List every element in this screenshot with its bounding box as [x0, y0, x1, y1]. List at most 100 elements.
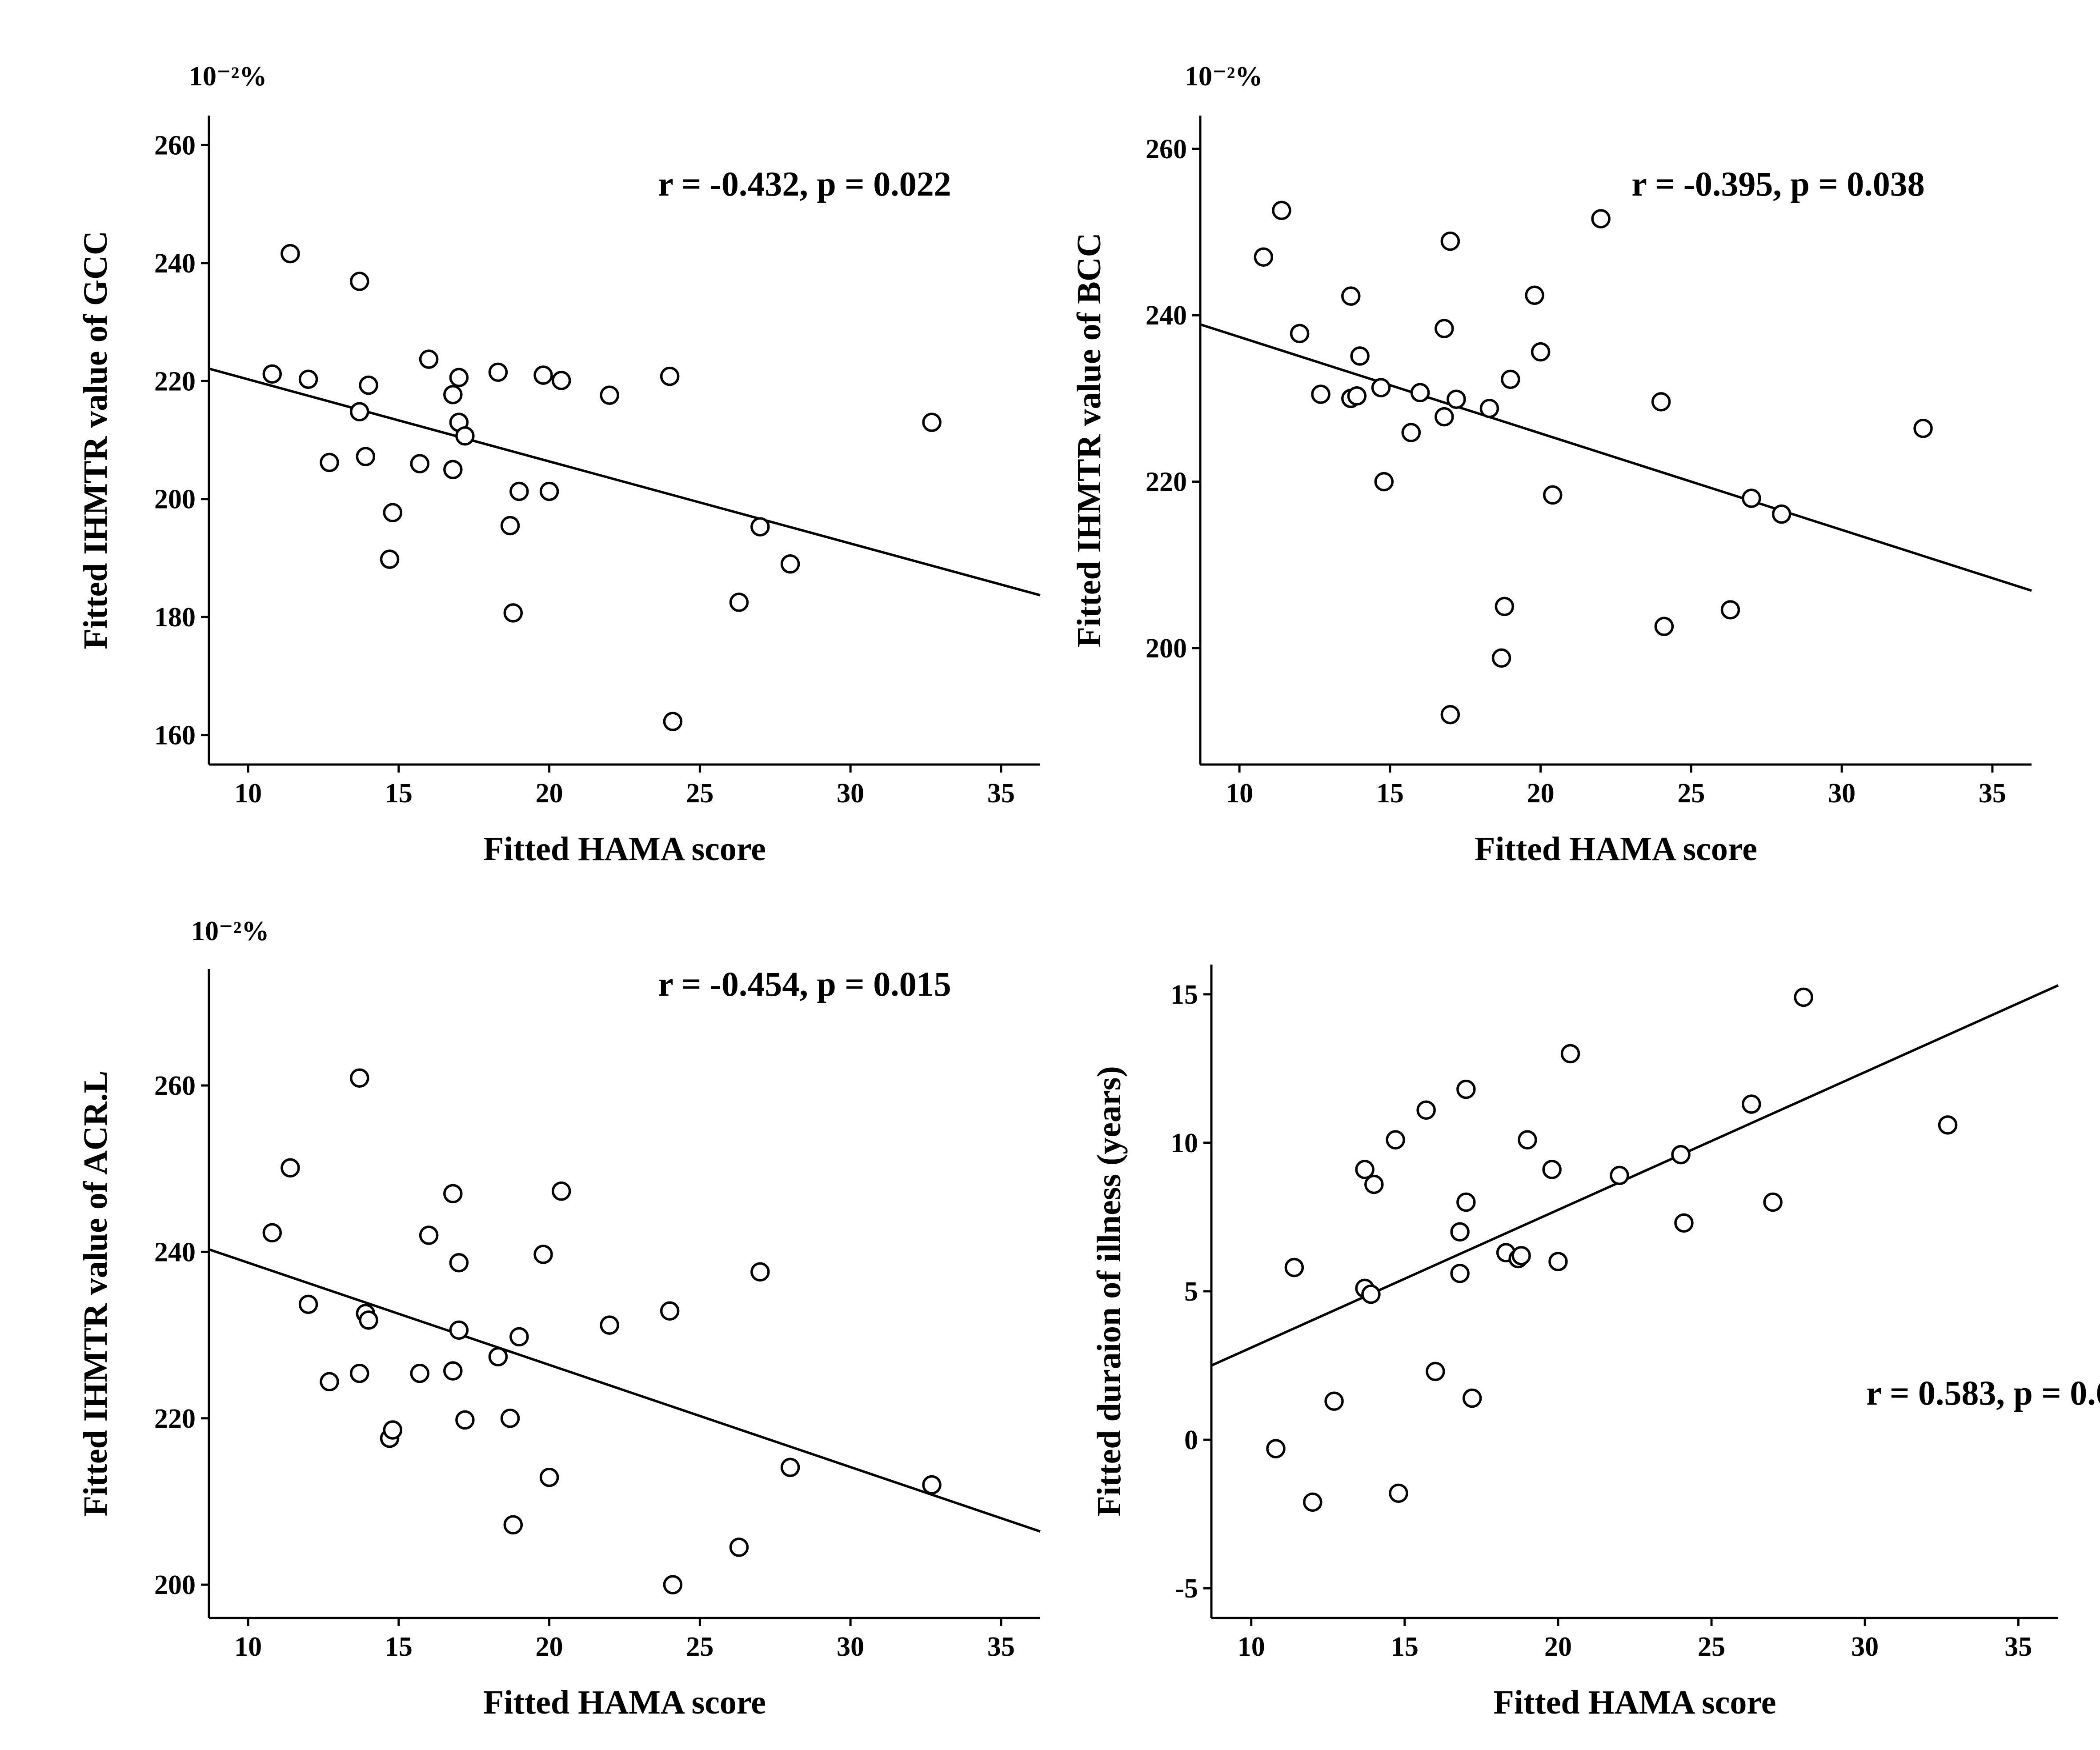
- data-point: [281, 1158, 300, 1178]
- axes: 10 15 20 25 30 35 200 220 240 260: [154, 969, 1040, 1662]
- y-tick-label: 10: [1170, 1128, 1198, 1158]
- data-point: [1290, 324, 1310, 344]
- data-point: [449, 1320, 469, 1340]
- data-point: [350, 402, 369, 422]
- x-tick-label: 30: [837, 1632, 864, 1662]
- data-point: [410, 1363, 430, 1383]
- fit-line-group: [208, 367, 1041, 597]
- x-tick-label: 35: [1979, 778, 2006, 809]
- data-point: [1913, 419, 1933, 438]
- data-point: [1435, 407, 1454, 427]
- data-point: [1671, 1145, 1691, 1165]
- data-point: [1386, 1130, 1405, 1149]
- x-tick-label: 25: [1677, 778, 1705, 809]
- data-point: [509, 481, 529, 501]
- data-point: [503, 603, 523, 623]
- data-point: [1560, 1044, 1580, 1064]
- y-tick-label: 0: [1184, 1425, 1198, 1455]
- data-point: [383, 1420, 403, 1440]
- data-point: [1654, 617, 1674, 637]
- x-tick-label: 35: [2004, 1632, 2032, 1662]
- data-point: [663, 1575, 683, 1594]
- data-point: [455, 426, 475, 446]
- data-point: [443, 1184, 463, 1204]
- data-point: [380, 549, 400, 569]
- data-point: [1350, 346, 1370, 366]
- data-point: [298, 369, 318, 389]
- regression-line: [208, 1248, 1041, 1533]
- data-point: [1364, 1174, 1384, 1194]
- y-tick-label: 240: [154, 1237, 196, 1267]
- data-point: [1720, 600, 1740, 620]
- data-point: [551, 371, 571, 390]
- data-point: [1794, 987, 1813, 1007]
- panel-acr-l: 10⁻²% Fitted IHMTR value of ACR.L Fitted…: [77, 916, 1041, 1721]
- data-point: [1531, 342, 1551, 362]
- data-point: [449, 368, 469, 388]
- data-point: [455, 1410, 475, 1430]
- unit-label: 10⁻²%: [189, 61, 267, 92]
- data-points: [262, 244, 942, 731]
- fit-line-group: [1200, 323, 2032, 592]
- data-point: [488, 1347, 508, 1367]
- axes: 10 15 20 25 30 35 160 180 200 220 240 260: [154, 116, 1040, 809]
- data-point: [1511, 1246, 1531, 1265]
- x-tick-label: 25: [686, 1632, 713, 1662]
- y-tick-label: 240: [1146, 300, 1187, 331]
- data-point: [320, 453, 339, 473]
- data-point: [1518, 1130, 1537, 1149]
- x-tick-label: 10: [1226, 778, 1253, 809]
- regression-line: [1200, 323, 2032, 592]
- data-point: [1610, 1165, 1629, 1185]
- data-point: [1371, 378, 1391, 397]
- y-tick-label: 260: [154, 1071, 196, 1101]
- data-point: [750, 1262, 770, 1282]
- y-tick-label: 220: [154, 1404, 196, 1434]
- data-point: [1771, 504, 1791, 524]
- y-tick-label: 180: [154, 602, 196, 633]
- axes: 10 15 20 25 30 35 -5 0 5 10 15: [1170, 965, 2058, 1662]
- data-points: [1254, 200, 1933, 725]
- x-axis-label: Fitted HAMA score: [1475, 830, 1757, 868]
- y-tick-label: 260: [154, 130, 196, 160]
- x-tick-label: 30: [1828, 778, 1856, 809]
- y-axis-label: Fitted duraion of illness (years): [1090, 1066, 1128, 1516]
- y-tick-label: 260: [1146, 134, 1187, 164]
- x-tick-label: 15: [385, 778, 413, 809]
- data-point: [660, 366, 680, 386]
- axes: 10 15 20 25 30 35 200 220 240 260: [1146, 116, 2032, 809]
- data-point: [281, 244, 300, 264]
- unit-label: 10⁻²%: [1185, 61, 1262, 92]
- data-point: [1491, 648, 1511, 668]
- data-point: [1742, 1094, 1761, 1114]
- data-point: [262, 1223, 282, 1243]
- data-point: [1272, 200, 1291, 220]
- data-point: [551, 1181, 571, 1201]
- data-point: [359, 1310, 378, 1330]
- x-tick-label: 30: [837, 778, 864, 809]
- data-point: [500, 1409, 520, 1428]
- data-point: [1389, 1483, 1408, 1503]
- x-axis-label: Fitted HAMA score: [483, 830, 766, 868]
- x-tick-label: 35: [987, 778, 1015, 809]
- data-point: [1447, 389, 1466, 409]
- data-point: [383, 503, 403, 523]
- x-tick-label: 10: [1238, 1632, 1265, 1662]
- data-point: [1542, 1160, 1562, 1179]
- data-point: [1347, 386, 1367, 406]
- x-axis-label: Fitted HAMA score: [483, 1684, 766, 1721]
- data-point: [449, 1253, 469, 1273]
- x-axis-label: Fitted HAMA score: [1494, 1684, 1776, 1721]
- data-point: [488, 362, 508, 382]
- y-axis-label: Fitted IHMTR value of BCC: [1070, 232, 1108, 647]
- data-point: [1324, 1391, 1344, 1411]
- y-tick-label: -5: [1175, 1574, 1198, 1604]
- data-point: [533, 365, 553, 385]
- correlation-annotation: r = -0.395, p = 0.038: [1631, 164, 1924, 203]
- data-point: [1426, 1362, 1445, 1382]
- data-point: [1440, 705, 1460, 725]
- data-point: [356, 447, 376, 466]
- data-point: [1266, 1439, 1286, 1458]
